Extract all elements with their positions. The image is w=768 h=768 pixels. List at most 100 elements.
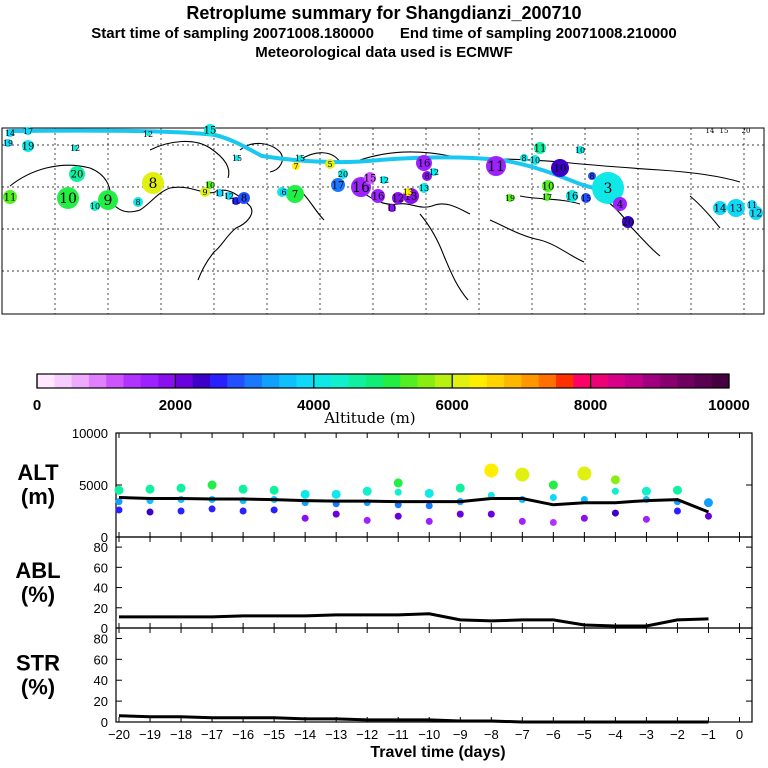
- cluster-label: 6: [281, 188, 286, 197]
- plume-cluster: [3, 190, 17, 204]
- alt-cluster-point: [425, 517, 433, 525]
- plume-cluster: [388, 204, 396, 212]
- cluster-label: 7: [292, 190, 298, 201]
- colorbar-tick-label: 2000: [159, 397, 192, 414]
- plume-cluster: [133, 197, 143, 207]
- plume-cluster: [581, 193, 591, 203]
- cluster-label: 15: [581, 194, 591, 203]
- plume-cluster: [486, 156, 506, 176]
- alt-cluster-point: [518, 517, 526, 525]
- plume-cluster: [592, 172, 624, 204]
- x-tick-label: −9: [453, 727, 468, 742]
- x-tick-label: −11: [388, 727, 409, 742]
- colorbar-swatch: [54, 374, 72, 388]
- sampling-times: Start time of sampling 20071008.180000 En…: [0, 24, 768, 43]
- cluster-label: 8: [241, 194, 247, 205]
- alt-cluster-point: [145, 484, 155, 494]
- colorbar-swatch: [694, 374, 712, 388]
- cluster-label: 5: [327, 160, 332, 169]
- plume-cluster: [404, 188, 412, 196]
- colorbar-swatch: [659, 374, 678, 388]
- x-tick-label: −7: [515, 727, 530, 742]
- cluster-label: 10: [205, 181, 215, 190]
- cluster-label: 9: [104, 193, 113, 209]
- alt-cluster-point: [487, 510, 495, 518]
- coastline: [9, 164, 253, 281]
- cluster-label: 20: [338, 170, 348, 179]
- colorbar-swatch: [711, 374, 730, 388]
- alt-cluster-point: [610, 475, 620, 485]
- alt-cluster-point: [642, 515, 650, 523]
- str-panel: 0 20 40 60 80 STR(%): [16, 627, 753, 730]
- cluster-label: 11: [4, 193, 17, 204]
- end-time: End time of sampling 20071008.210000: [399, 25, 677, 42]
- x-tick-label: −3: [639, 727, 654, 742]
- alt-cluster-point: [611, 487, 619, 495]
- alt-cluster-point: [362, 486, 372, 496]
- alt-cluster-point: [641, 486, 651, 496]
- plume-cluster: [146, 132, 150, 136]
- cluster-label: 11: [487, 159, 505, 175]
- cluster-label: 12: [224, 192, 234, 201]
- altitude-colorbar: 0 2000 4000 6000 8000 10000 Altitude (m): [33, 373, 750, 427]
- colorbar-swatch: [417, 374, 436, 388]
- alt-cluster-point: [114, 485, 124, 495]
- alt-cluster-point: [672, 485, 682, 495]
- colorbar-swatch: [158, 374, 176, 388]
- panel-label: STR: [16, 650, 60, 675]
- cluster-label: 12: [392, 194, 405, 205]
- alt-cluster-point: [146, 508, 154, 516]
- colorbar-swatch: [106, 374, 124, 388]
- alt-median-line: [118, 496, 710, 514]
- colorbar-swatch: [123, 374, 142, 388]
- cluster-label: 10: [554, 164, 567, 175]
- colorbar-swatch: [486, 374, 505, 388]
- cluster-label: 12: [143, 130, 153, 139]
- alt-cluster-point: [484, 463, 499, 478]
- alt-cluster-point: [270, 506, 278, 514]
- colorbar-tick-label: 6000: [436, 397, 469, 414]
- plume-cluster: [57, 187, 79, 209]
- x-tick-label: −17: [201, 727, 223, 742]
- alt-cluster-point: [177, 507, 185, 515]
- cluster-label: 11: [215, 189, 225, 198]
- y-tick-label: 5000: [79, 478, 108, 493]
- alt-cluster-point: [611, 509, 619, 517]
- plume-cluster: [238, 192, 250, 204]
- cluster-label: 10: [575, 146, 585, 155]
- x-axis: −20 −19 −18 −17 −16 −15 −14 −13 −12 −11 −10 −9 −8 −7−…: [108, 727, 743, 761]
- cluster-label: 13: [730, 204, 743, 215]
- colorbar-swatch: [210, 374, 228, 388]
- panel-label: ALT: [17, 460, 59, 485]
- colorbar-swatch: [37, 374, 55, 388]
- cluster-label: 20: [742, 127, 751, 135]
- alt-cluster-point: [704, 512, 712, 520]
- plume-cluster: [225, 192, 233, 200]
- plume-cluster: [234, 155, 240, 161]
- plume-cluster: [206, 181, 214, 189]
- plume-cluster: [364, 172, 376, 184]
- plume-cluster: [534, 142, 546, 154]
- str-line: [118, 714, 709, 724]
- start-time: Start time of sampling 20071008.180000: [91, 25, 374, 42]
- colorbar-swatch: [677, 374, 695, 388]
- colorbar-swatch: [521, 374, 539, 388]
- cluster-label: 12: [429, 168, 439, 177]
- colorbar-swatch: [348, 374, 366, 388]
- alt-panel: 0 5000 10000 ALT(m): [17, 426, 753, 545]
- colorbar-swatch: [469, 374, 488, 388]
- alt-cluster-point: [548, 480, 558, 490]
- panel-unit: (%): [21, 674, 55, 699]
- alt-cluster-point: [176, 483, 186, 493]
- cluster-label: 13: [419, 184, 429, 193]
- coastline: [419, 213, 469, 301]
- plume-cluster: [520, 154, 528, 162]
- coastline: [299, 152, 341, 163]
- colorbar-swatch: [88, 374, 107, 388]
- cluster-label: 16: [372, 192, 385, 203]
- plume-cluster: [371, 189, 385, 203]
- cluster-label: 8: [424, 172, 429, 181]
- cluster-label: 20: [622, 218, 635, 229]
- y-tick-label: 60: [94, 652, 108, 667]
- plume-cluster: [6, 129, 14, 137]
